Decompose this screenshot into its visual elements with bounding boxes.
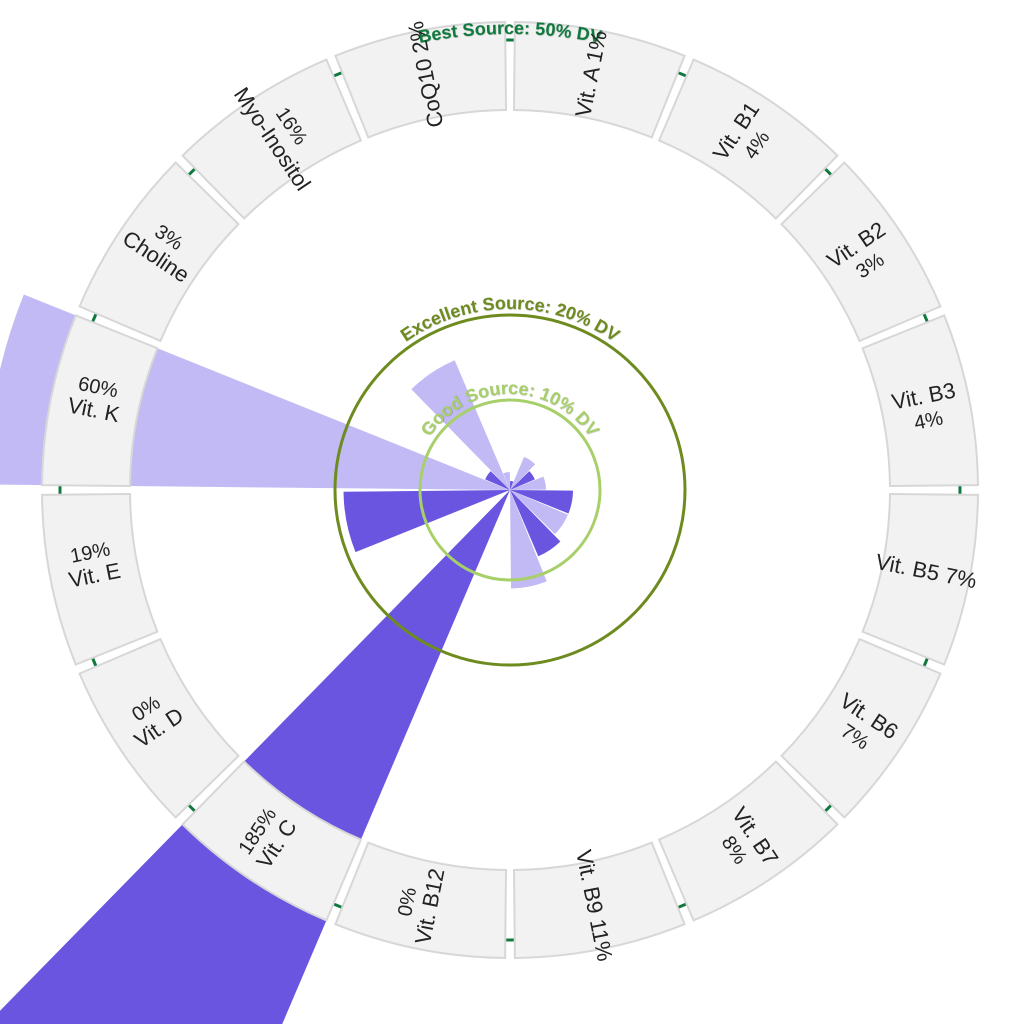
ring-label: Best Source: 50% DV	[417, 18, 604, 47]
vitamin-polar-chart: Good Source: 10% DVExcellent Source: 20%…	[0, 0, 1024, 1024]
ring-label: Excellent Source: 20% DV	[397, 293, 623, 345]
